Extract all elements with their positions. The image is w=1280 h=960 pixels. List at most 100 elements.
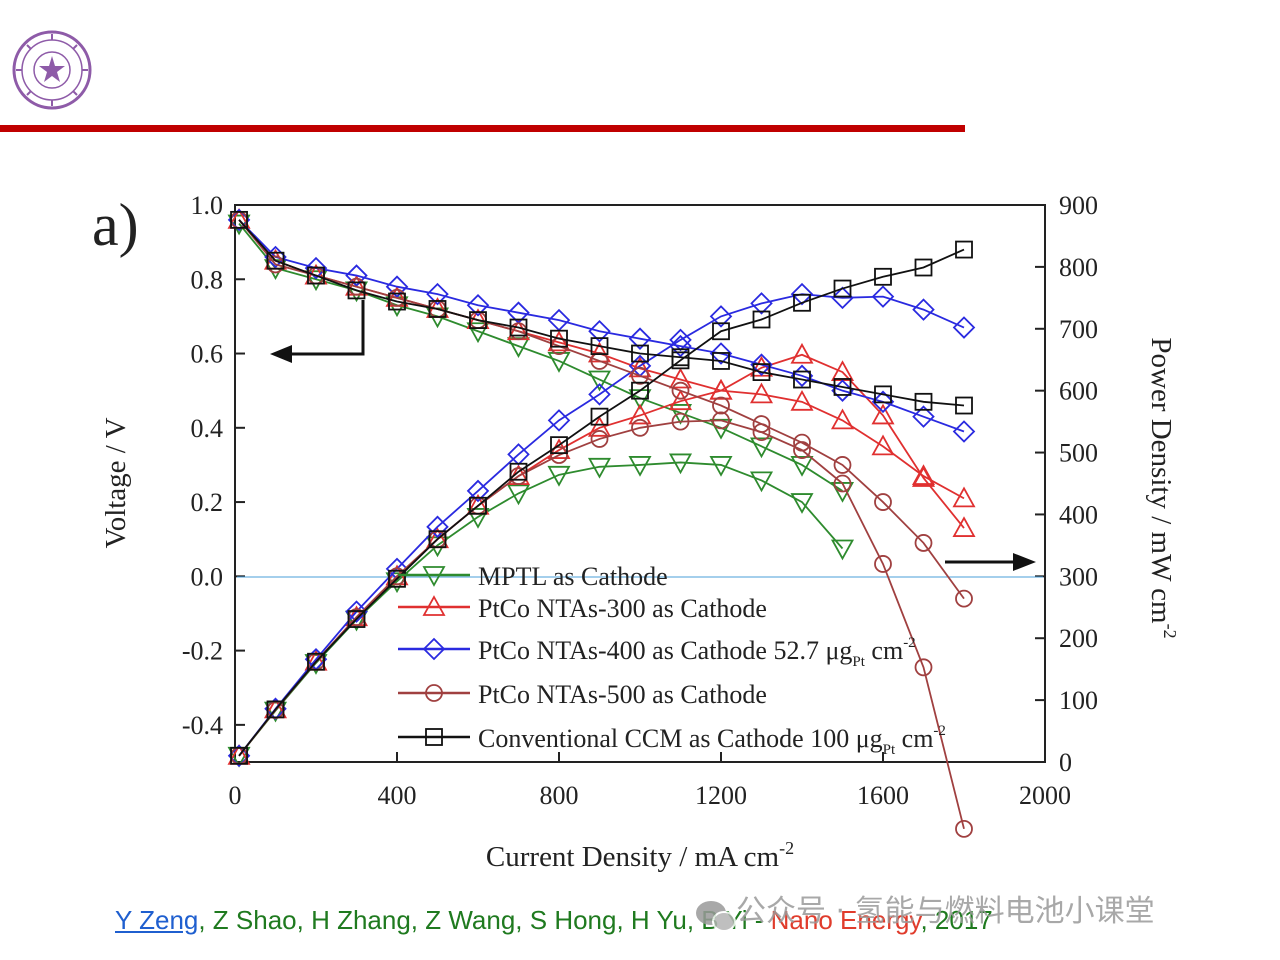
- voltage-point: [469, 311, 487, 330]
- left-y-tick-label: 0.2: [191, 488, 224, 517]
- power-point: [874, 555, 892, 573]
- right-y-tick-label: 200: [1059, 624, 1098, 653]
- voltage-point: [345, 264, 368, 287]
- power-point: [874, 267, 892, 286]
- right-y-tick-label: 500: [1059, 439, 1098, 468]
- series-5: [230, 210, 973, 765]
- power-point: [307, 652, 325, 671]
- power-point: [952, 316, 976, 339]
- power-point: [955, 240, 973, 259]
- voltage-curve: [238, 219, 965, 433]
- series-3: [227, 208, 976, 768]
- left-y-tick-label: 0.6: [191, 340, 224, 369]
- voltage-curve: [238, 222, 843, 492]
- voltage-point: [588, 319, 611, 343]
- power-point: [509, 462, 528, 481]
- voltage-point: [750, 353, 773, 376]
- power-point: [914, 658, 933, 677]
- x-axis-title-sup: -2: [779, 838, 794, 858]
- legend-marker: [422, 566, 446, 587]
- voltage-point: [874, 385, 892, 404]
- right-y-tick-label: 800: [1059, 253, 1098, 282]
- power-point: [830, 360, 855, 382]
- voltage-point: [793, 370, 811, 389]
- voltage-point: [911, 464, 936, 485]
- voltage-point: [590, 337, 609, 356]
- left-y-tick-label: 0.0: [191, 562, 224, 591]
- power-point: [752, 310, 771, 329]
- voltage-point: [712, 396, 730, 415]
- legend-marker: [422, 637, 446, 661]
- power-point: [590, 430, 609, 448]
- power-point: [712, 411, 730, 430]
- voltage-point: [790, 364, 814, 388]
- power-point: [230, 746, 248, 765]
- x-tick-label: 2000: [1019, 781, 1071, 810]
- right-y-tick-label: 100: [1059, 686, 1098, 715]
- right-y-tick-label: 600: [1059, 377, 1098, 406]
- voltage-point: [587, 370, 612, 392]
- voltage-point: [230, 210, 248, 229]
- x-tick-label: 0: [229, 781, 242, 810]
- voltage-point: [749, 437, 774, 459]
- voltage-point: [509, 318, 528, 337]
- power-point: [469, 496, 487, 515]
- voltage-point: [912, 405, 935, 428]
- x-axis-title-text: Current Density / mA cm: [486, 841, 780, 873]
- power-point: [628, 403, 652, 425]
- voltage-point: [506, 337, 531, 358]
- voltage-point: [628, 327, 652, 350]
- power-curve: [238, 419, 965, 830]
- power-point: [587, 415, 612, 437]
- voltage-point: [671, 381, 690, 400]
- power-point: [466, 479, 490, 503]
- voltage-point: [952, 420, 976, 443]
- header-rule: [0, 125, 965, 132]
- citation-year: , 2017: [920, 905, 993, 935]
- power-point: [668, 453, 693, 475]
- left-y-tick-label: 0.4: [191, 414, 224, 443]
- voltage-point: [388, 292, 406, 311]
- voltage-point: [668, 367, 693, 389]
- citation-dash: -: [747, 905, 771, 935]
- power-point: [712, 322, 730, 341]
- university-seal-logo: [12, 30, 92, 110]
- power-point: [793, 293, 811, 312]
- power-point: [428, 530, 447, 549]
- power-point: [587, 457, 612, 479]
- voltage-point: [428, 300, 447, 318]
- power-point: [750, 292, 773, 315]
- power-point: [709, 456, 733, 477]
- voltage-point: [266, 251, 285, 270]
- x-tick-label: 1200: [695, 781, 747, 810]
- power-point: [631, 381, 649, 400]
- power-point: [466, 508, 490, 529]
- right-arrow-annotation: [945, 553, 1036, 571]
- power-point: [347, 610, 366, 628]
- voltage-curve: [238, 219, 965, 407]
- power-point: [547, 465, 571, 487]
- voltage-point: [668, 404, 693, 425]
- voltage-point: [914, 392, 933, 411]
- right-y-tick-label: 0: [1059, 748, 1072, 777]
- voltage-point: [871, 390, 895, 414]
- power-point: [547, 409, 571, 432]
- citation-journal: Nano Energy: [770, 905, 921, 935]
- power-point: [671, 351, 690, 370]
- voltage-point: [833, 456, 852, 474]
- power-point: [833, 474, 852, 493]
- voltage-curve: [238, 219, 965, 500]
- x-tick-label: 800: [540, 781, 579, 810]
- voltage-point: [874, 493, 892, 511]
- voltage-point: [590, 352, 609, 370]
- power-point: [590, 407, 609, 426]
- power-point: [266, 700, 285, 719]
- power-point: [671, 412, 690, 431]
- legend: MPTL as Cathode PtCo NTAs-300 as Cathode P…: [398, 562, 946, 758]
- power-point: [952, 516, 976, 537]
- voltage-point: [709, 342, 733, 365]
- first-author-link[interactable]: Y Zeng: [115, 905, 199, 935]
- right-y-axis-title-sup: -2: [1160, 624, 1180, 639]
- voltage-point: [712, 352, 730, 370]
- voltage-point: [631, 366, 649, 385]
